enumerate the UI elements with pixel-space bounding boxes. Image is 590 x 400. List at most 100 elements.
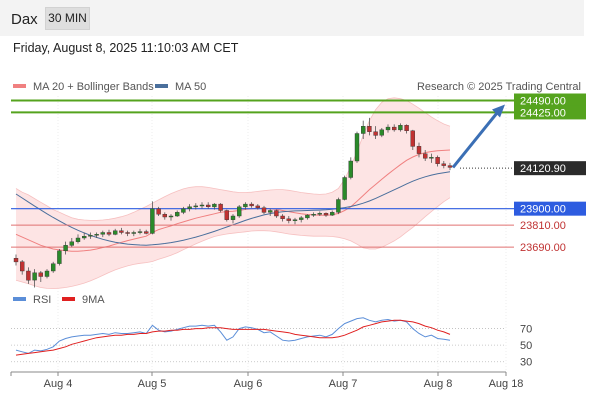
x-axis-label: Aug 8 xyxy=(424,378,453,390)
target-level-label: 24490.00 xyxy=(520,96,566,108)
candle-up xyxy=(112,230,118,235)
candle-down xyxy=(38,272,43,277)
target-level-badge xyxy=(514,105,586,120)
candle-up xyxy=(174,212,180,217)
candle-down xyxy=(205,204,211,207)
rsi-level-label: 50 xyxy=(520,340,532,352)
rsi-ma-line xyxy=(15,319,451,356)
rsi-line xyxy=(15,317,451,354)
candle-up xyxy=(69,241,75,246)
x-axis-label: Aug 18 xyxy=(489,378,524,390)
candle-up xyxy=(354,133,360,162)
candle-up xyxy=(268,210,273,213)
symbol-title: Dax xyxy=(11,11,38,28)
candle-up xyxy=(150,208,155,234)
rsi-ma-legend-label: 9MA xyxy=(82,294,105,306)
candle-up xyxy=(311,213,316,216)
candle-down xyxy=(20,261,25,272)
candle-up xyxy=(88,235,93,237)
ma20-legend-label: MA 20 + Bollinger Bands xyxy=(33,81,154,93)
candle-up xyxy=(243,203,248,208)
candle-up xyxy=(330,212,335,216)
candle-down xyxy=(255,205,261,208)
rsi-level-label: 30 xyxy=(520,357,532,369)
candle-down xyxy=(156,208,161,215)
last-price-label: 24120.90 xyxy=(520,163,566,175)
candle-down xyxy=(119,230,124,233)
candle-down xyxy=(323,213,329,216)
candle-up xyxy=(168,215,174,218)
candle-down xyxy=(435,157,440,164)
candle-up xyxy=(299,217,304,220)
candle-up xyxy=(429,157,434,159)
x-axis-label: Aug 4 xyxy=(44,378,73,390)
ma50-legend-label: MA 50 xyxy=(175,81,206,93)
candle-up xyxy=(317,213,322,215)
last-price-badge xyxy=(514,161,586,176)
candle-up xyxy=(94,234,99,236)
candle-up xyxy=(137,231,143,233)
candle-down xyxy=(106,232,112,235)
candle-up xyxy=(32,272,37,281)
candle-down xyxy=(423,153,428,159)
bollinger-band-fill xyxy=(16,97,450,289)
candle-up xyxy=(212,203,217,208)
candle-up xyxy=(81,235,87,239)
candle-up xyxy=(75,237,81,242)
candle-down xyxy=(249,203,254,207)
bollinger-lower-line xyxy=(15,197,451,290)
candle-down xyxy=(162,213,168,218)
candle-up xyxy=(336,199,341,213)
credit-label: Research © 2025 Trading Central xyxy=(417,81,581,93)
projection-arrow-shaft xyxy=(451,109,501,169)
candle-up xyxy=(57,250,62,264)
candle-down xyxy=(224,210,230,220)
pivot-level-label: 23900.00 xyxy=(520,204,566,216)
rsi-legend-label: RSI xyxy=(33,294,51,306)
candle-up xyxy=(379,129,384,136)
candle-down xyxy=(404,125,409,132)
rsi-panel: 70 50 30 xyxy=(11,317,532,369)
candle-up xyxy=(51,263,56,272)
projection-arrow xyxy=(451,104,505,169)
candle-down xyxy=(373,131,378,136)
candle-up xyxy=(385,126,391,131)
top-bar: Dax 30 MIN xyxy=(0,0,584,36)
pivot-level-badge xyxy=(514,201,586,216)
candle-up xyxy=(305,214,310,219)
candle-down xyxy=(441,163,446,166)
candle-up xyxy=(230,215,236,220)
candle-down xyxy=(367,125,372,132)
x-axis-label: Aug 7 xyxy=(329,378,358,390)
target-level-label: 24425.00 xyxy=(520,107,566,119)
candle-down xyxy=(392,126,397,131)
candle-up xyxy=(44,270,50,277)
candle-down xyxy=(447,165,453,168)
candle-down xyxy=(13,258,19,263)
candle-down xyxy=(261,207,267,213)
candle-down xyxy=(280,215,285,219)
ma20-legend-swatch xyxy=(13,84,26,88)
timeframe-button[interactable]: 30 MIN xyxy=(45,7,90,30)
candle-down xyxy=(410,130,415,147)
x-axis: Aug 4 Aug 5 Aug 6 Aug 7 Aug 8 Aug 18 xyxy=(10,371,524,390)
candle-down xyxy=(274,210,279,217)
candle-down xyxy=(416,146,422,154)
candle-down xyxy=(286,218,291,221)
projection-arrow-head xyxy=(492,104,505,118)
candle-up xyxy=(181,208,186,213)
candle-up xyxy=(100,232,106,235)
candle-down xyxy=(218,203,223,211)
candles xyxy=(13,117,453,288)
rsi-level-label: 70 xyxy=(520,324,532,336)
ma50-legend-swatch xyxy=(155,84,168,88)
candle-up xyxy=(193,205,199,208)
datetime-label: Friday, August 8, 2025 11:10:03 AM CET xyxy=(13,41,239,55)
bollinger-bands xyxy=(15,97,451,290)
rsi-ma-legend-swatch xyxy=(62,297,75,301)
candle-down xyxy=(26,270,31,281)
candle-up xyxy=(342,177,347,200)
rsi-legend-swatch xyxy=(13,297,26,301)
